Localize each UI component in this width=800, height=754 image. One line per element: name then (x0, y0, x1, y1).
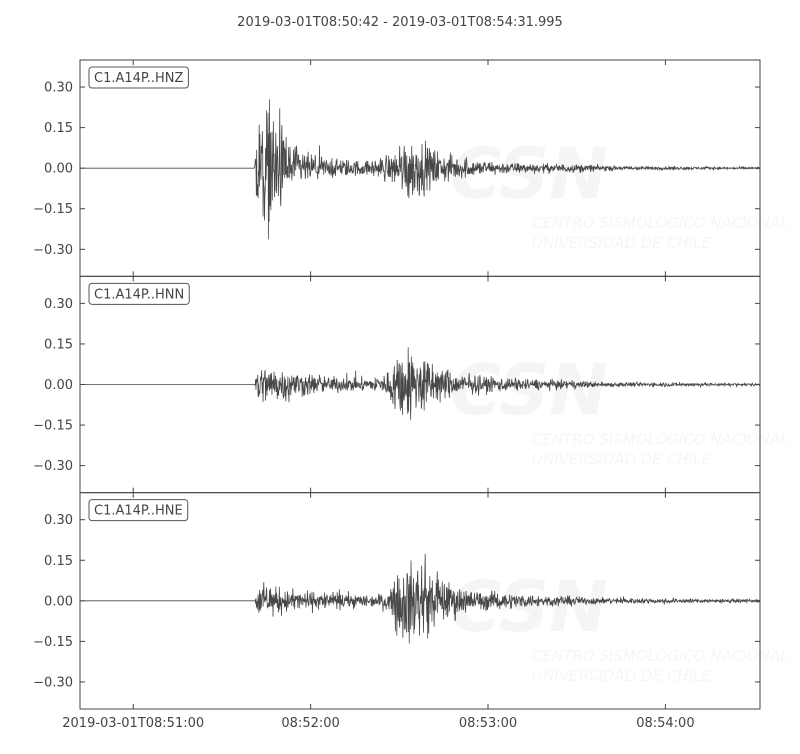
y-tick-label: −0.30 (33, 243, 73, 258)
y-tick-label: 0.30 (44, 297, 73, 312)
legend: C1.A14P..HNN (88, 282, 190, 305)
y-tick-label: −0.15 (33, 635, 73, 650)
y-tick-label: 0.00 (44, 162, 73, 177)
y-tick-label: 0.30 (44, 513, 73, 528)
y-tick-label: −0.30 (33, 459, 73, 474)
watermark-line2: UNIVERSIDAD DE CHILE (532, 234, 711, 252)
watermark-line1: CENTRO SISMOLÓGICO NACIONAL (532, 213, 788, 232)
watermark: CSNCENTRO SISMOLÓGICO NACIONALUNIVERSIDA… (450, 133, 788, 252)
trace-panel: CSNCENTRO SISMOLÓGICO NACIONALUNIVERSIDA… (33, 59, 788, 277)
watermark: CSNCENTRO SISMOLÓGICO NACIONAL UNIVERSIDA… (450, 566, 788, 685)
y-tick-label: 0.00 (44, 378, 73, 393)
watermark: CSNCENTRO SISMOLÓGICO NACIONAL UNIVERSIDA… (450, 350, 788, 469)
y-tick-label: 0.15 (44, 554, 73, 569)
watermark-logo: CSN (450, 566, 608, 648)
y-tick-label: −0.30 (33, 675, 73, 690)
y-tick-label: 0.15 (44, 337, 73, 352)
chart-title: 2019-03-01T08:50:42 - 2019-03-01T08:54:3… (237, 15, 563, 30)
waveform-trace (80, 99, 761, 240)
legend-box (88, 499, 189, 522)
y-tick-label: −0.15 (33, 202, 73, 217)
waveform-trace (80, 347, 761, 420)
trace-panel: CSNCENTRO SISMOLÓGICO NACIONAL UNIVERSIDA… (33, 492, 788, 731)
y-tick-label: 0.15 (44, 121, 73, 136)
y-tick-label: 0.30 (44, 81, 73, 96)
legend-box (88, 66, 189, 89)
x-tick-label: 08:54:00 (636, 716, 694, 731)
waveform-trace (80, 553, 761, 644)
watermark-line2: UNIVERSIDAD DE CHILE (532, 667, 711, 685)
y-tick-label: 0.00 (44, 594, 73, 609)
watermark-line2: UNIVERSIDAD DE CHILE (532, 451, 711, 469)
x-tick-label: 08:52:00 (281, 716, 339, 731)
legend: C1.A14P..HNZ (88, 66, 189, 89)
trace-panel: CSNCENTRO SISMOLÓGICO NACIONAL UNIVERSIDA… (33, 275, 788, 494)
legend-label: C1.A14P..HNZ (94, 71, 183, 86)
legend-box (88, 282, 190, 305)
watermark-line1: CENTRO SISMOLÓGICO NACIONAL (532, 646, 788, 665)
watermark-logo: CSN (450, 350, 608, 432)
legend: C1.A14P..HNE (88, 499, 189, 522)
legend-label: C1.A14P..HNN (94, 287, 184, 302)
x-tick-label: 2019-03-01T08:51:00 (62, 716, 204, 731)
watermark-line1: CENTRO SISMOLÓGICO NACIONAL (532, 430, 788, 449)
x-tick-label: 08:53:00 (459, 716, 517, 731)
legend-label: C1.A14P..HNE (94, 504, 183, 519)
y-tick-label: −0.15 (33, 419, 73, 434)
